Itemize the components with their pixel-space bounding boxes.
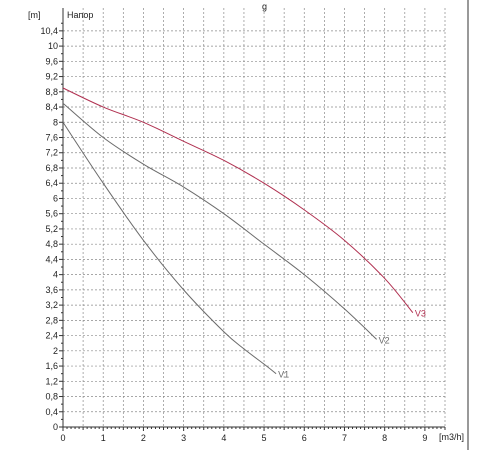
y-tick-label: 0,4 [45, 407, 58, 417]
series-label-v3: V3 [415, 309, 426, 319]
y-tick-label: 0,8 [45, 392, 58, 402]
y-tick-label: 9,2 [45, 72, 58, 82]
y-axis-unit: [m] [28, 10, 41, 20]
x-tick-label: 8 [382, 433, 387, 443]
x-tick-label: 5 [262, 433, 267, 443]
legend-label: Напор [67, 10, 93, 20]
chart-title-fragment: g [262, 1, 267, 11]
y-tick-label: 6,8 [45, 163, 58, 173]
y-tick-label: 6,4 [45, 178, 58, 188]
x-axis-unit: [m3/h] [439, 432, 464, 442]
y-tick-label: 4 [53, 270, 58, 280]
y-tick-label: 3,6 [45, 285, 58, 295]
y-tick-label: 4,4 [45, 254, 58, 264]
y-tick-label: 8,4 [45, 102, 58, 112]
y-tick-label: 2 [53, 346, 58, 356]
y-tick-label: 3,2 [45, 300, 58, 310]
y-tick-label: 9,6 [45, 56, 58, 66]
x-tick-label: 0 [60, 433, 65, 443]
y-tick-label: 8 [53, 117, 58, 127]
x-tick-label: 2 [141, 433, 146, 443]
x-tick-label: 9 [422, 433, 427, 443]
grid [63, 8, 446, 427]
series-lines: V1 V2 V3 [62, 87, 426, 380]
y-tick-label: 1,6 [45, 361, 58, 371]
y-tick-label: 2,8 [45, 315, 58, 325]
y-tick-label: 0 [53, 422, 58, 432]
y-tick-label: 4,8 [45, 239, 58, 249]
y-tick-label: 7,2 [45, 148, 58, 158]
y-tick-label: 1,2 [45, 376, 58, 386]
y-tick-label: 10 [48, 41, 58, 51]
series-label-v2: V2 [379, 335, 390, 345]
x-tick-label: 6 [302, 433, 307, 443]
y-tick-label: 8,8 [45, 87, 58, 97]
series-line-v2 [62, 102, 377, 340]
y-tick-label: 10,4 [40, 26, 58, 36]
y-tick-label: 7,6 [45, 133, 58, 143]
y-tick-label: 5,6 [45, 209, 58, 219]
x-tick-label: 7 [342, 433, 347, 443]
y-tick-label: 2,4 [45, 331, 58, 341]
x-tick-label: 3 [181, 433, 186, 443]
x-tick-label: 4 [221, 433, 226, 443]
series-line-v1 [62, 121, 277, 375]
tick-labels: 0 0,4 0,8 1,2 1,6 2 2,4 2,8 3,2 3,6 4 4,4 4,8 5,2 5,6 6… [40, 26, 427, 443]
y-tick-label: 6 [53, 193, 58, 203]
y-tick-label: 5,2 [45, 224, 58, 234]
series-line-v3 [62, 87, 414, 314]
x-tick-label: 1 [101, 433, 106, 443]
axes [59, 8, 446, 431]
series-label-v1: V1 [278, 370, 289, 380]
